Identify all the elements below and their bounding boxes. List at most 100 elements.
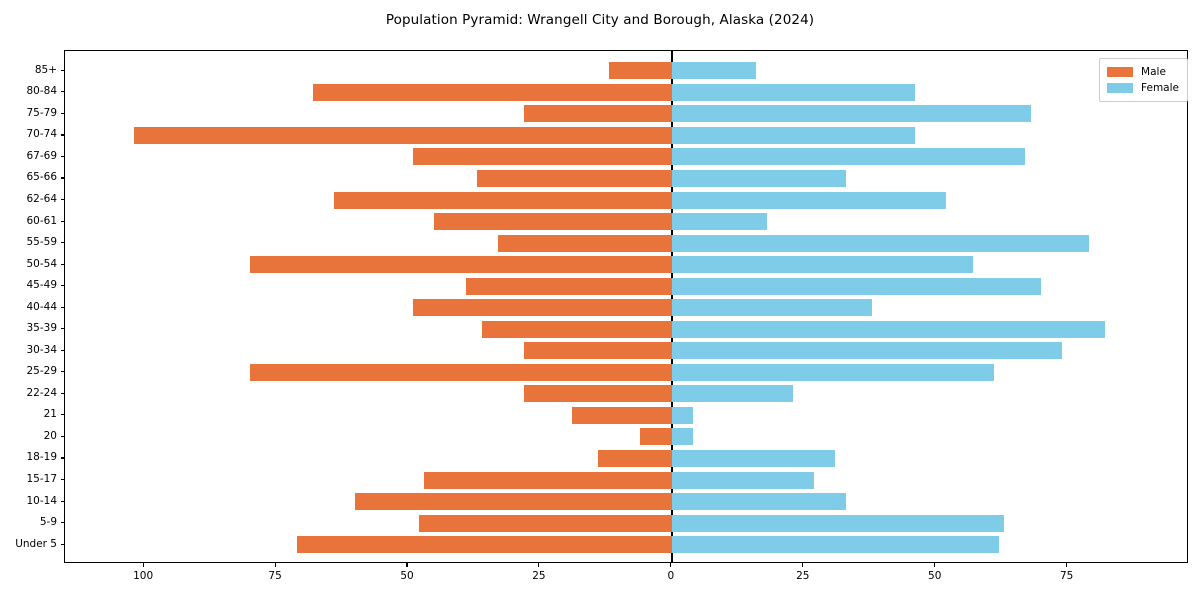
legend-swatch-icon [1107, 67, 1134, 77]
x-tick-label: 25 [532, 570, 546, 582]
bar-male [434, 213, 672, 231]
bar-row [65, 385, 1187, 403]
bar-male [497, 234, 672, 252]
bar-row [65, 256, 1187, 274]
y-tick-label: 35-39 [26, 322, 57, 335]
y-tick-mark [60, 263, 64, 265]
y-tick-mark [60, 392, 64, 394]
y-tick-mark [60, 155, 64, 158]
bar-row [65, 406, 1187, 424]
bar-female [671, 471, 815, 489]
x-tick-mark [406, 563, 408, 567]
x-tick-mark [934, 563, 936, 567]
y-tick-mark [60, 522, 64, 524]
y-tick-mark [60, 328, 64, 330]
bar-female [671, 385, 794, 403]
bar-female [671, 299, 873, 317]
bar-row [65, 514, 1187, 532]
y-tick-label: 70-74 [26, 128, 57, 141]
bar-male [355, 493, 672, 511]
bar-female [671, 428, 693, 446]
x-tick-label: 0 [667, 570, 675, 582]
x-tick-label: 75 [1059, 570, 1074, 582]
bar-row [65, 428, 1187, 446]
bar-row [65, 471, 1187, 489]
bar-row [65, 299, 1187, 317]
bar-row [65, 83, 1187, 101]
bar-male [524, 342, 672, 360]
y-tick-mark [60, 371, 64, 373]
bar-female [671, 277, 1042, 295]
y-tick-label: 18-19 [26, 451, 57, 464]
bar-female [671, 213, 767, 231]
y-tick-label: 50-54 [26, 257, 57, 270]
legend-entry[interactable]: Female [1107, 80, 1179, 96]
bar-female [671, 256, 973, 274]
legend-label: Female [1141, 82, 1179, 94]
bar-female [671, 148, 1026, 166]
y-tick-label: 40-44 [26, 300, 57, 313]
bar-male [313, 83, 672, 101]
bar-female [671, 514, 1005, 532]
bar-male [608, 62, 672, 80]
x-tick-mark [274, 563, 276, 567]
y-tick-mark [60, 500, 64, 502]
bar-row [65, 191, 1187, 209]
y-tick-mark [60, 242, 64, 244]
y-tick-label: Under 5 [15, 537, 57, 550]
bar-female [671, 191, 947, 209]
chart-title: Population Pyramid: Wrangell City and Bo… [385, 12, 815, 28]
x-tick-mark [670, 563, 672, 567]
bar-male [640, 428, 672, 446]
x-tick-mark [1066, 563, 1068, 567]
bar-male [249, 363, 672, 381]
y-tick-mark [60, 220, 64, 222]
bar-row [65, 62, 1187, 80]
bar-row [65, 126, 1187, 144]
legend-entry[interactable]: Male [1107, 64, 1179, 80]
y-tick-mark [60, 414, 64, 416]
y-tick-mark [60, 457, 64, 459]
bar-male [524, 385, 672, 403]
y-tick-mark [60, 112, 64, 114]
y-tick-mark [60, 543, 64, 545]
bar-male [418, 514, 672, 532]
bar-female [671, 126, 915, 144]
y-tick-label: 75-79 [26, 106, 57, 119]
bar-row [65, 213, 1187, 231]
bar-male [597, 449, 672, 467]
bar-male [413, 299, 672, 317]
x-tick-label: 50 [928, 570, 942, 582]
y-tick-mark [60, 285, 64, 287]
bar-male [476, 169, 672, 187]
y-tick-label: 15-17 [26, 473, 57, 485]
x-tick-label: 100 [133, 570, 154, 582]
y-tick-mark [60, 479, 64, 481]
bar-male [249, 256, 672, 274]
x-tick-label: 50 [400, 570, 414, 582]
bar-row [65, 105, 1187, 123]
y-tick-label: 21 [43, 408, 57, 421]
bar-female [671, 169, 846, 187]
y-tick-label: 62-64 [26, 193, 57, 206]
y-tick-mark [60, 306, 64, 308]
bar-female [671, 449, 836, 467]
bar-row [65, 449, 1187, 467]
x-tick-mark [538, 563, 540, 567]
bar-male [466, 277, 672, 295]
y-tick-mark [60, 177, 64, 179]
y-tick-label: 10-14 [26, 494, 57, 507]
y-tick-label: 65-66 [26, 171, 57, 184]
y-tick-label: 25-29 [26, 365, 57, 378]
y-tick-mark [60, 349, 64, 351]
x-tick-label: 75 [268, 570, 282, 582]
plot-area [64, 50, 1188, 563]
bar-male [524, 105, 672, 123]
chart-legend: Male Female [1099, 58, 1188, 102]
y-tick-label: 67-69 [26, 149, 57, 162]
y-tick-mark [60, 435, 64, 438]
bar-row [65, 277, 1187, 295]
bar-row [65, 148, 1187, 166]
y-tick-mark [60, 199, 64, 201]
bar-female [671, 406, 693, 424]
